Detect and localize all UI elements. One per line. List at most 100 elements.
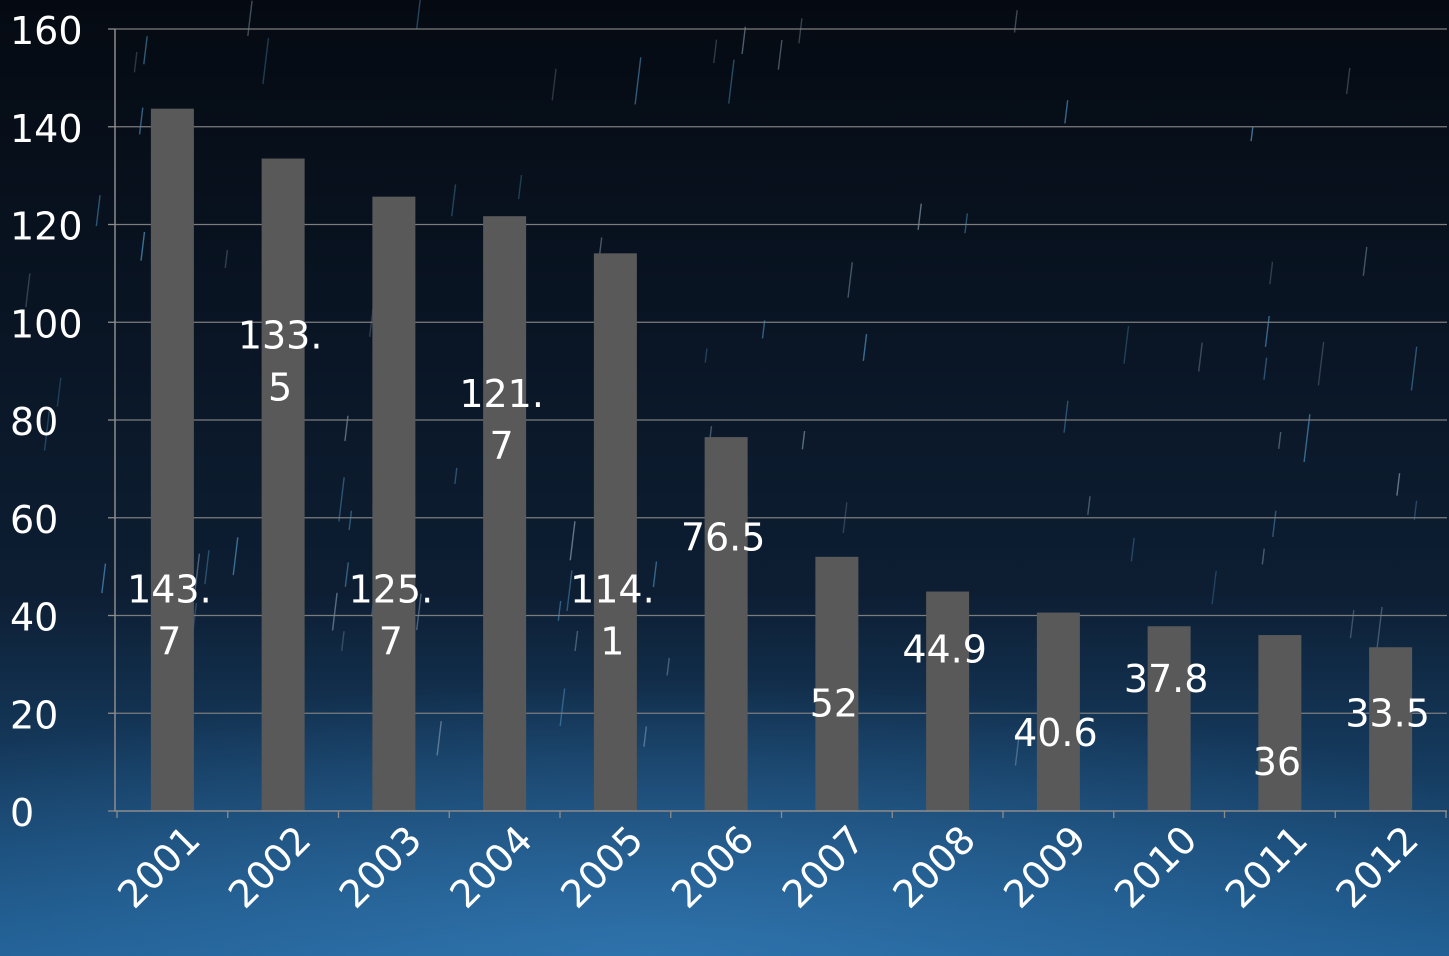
data-label: 143. 7 bbox=[127, 568, 212, 664]
bar bbox=[1258, 635, 1302, 811]
data-label: 52 bbox=[810, 681, 858, 725]
rain-streak bbox=[1063, 400, 1069, 433]
y-tick-label: 100 bbox=[10, 302, 83, 346]
rain-streak bbox=[436, 721, 442, 756]
rain-streak bbox=[551, 68, 557, 101]
data-label: 36 bbox=[1253, 740, 1301, 784]
rain-streak bbox=[1349, 609, 1355, 639]
rain-streak bbox=[862, 333, 868, 361]
rain-streak bbox=[262, 37, 270, 85]
rain-streak bbox=[1064, 100, 1069, 124]
rain-streak bbox=[964, 213, 969, 234]
rain-streak bbox=[348, 510, 353, 531]
rain-streak bbox=[416, 593, 422, 631]
y-tick-label: 120 bbox=[10, 205, 83, 249]
rain-streak bbox=[1211, 570, 1217, 605]
y-tick-label: 160 bbox=[10, 9, 83, 53]
rain-streak bbox=[1130, 537, 1135, 562]
y-tick-label: 20 bbox=[10, 693, 58, 737]
rain-streak bbox=[1250, 126, 1254, 142]
data-label-line: 36 bbox=[1253, 740, 1301, 784]
rain-streak bbox=[451, 184, 457, 217]
rain-streak bbox=[1413, 500, 1418, 521]
rain-streak bbox=[1410, 346, 1418, 391]
bar bbox=[1147, 626, 1191, 811]
data-label-line: 121. bbox=[459, 372, 544, 416]
rain-streak bbox=[101, 563, 107, 594]
data-label: 37.8 bbox=[1124, 657, 1209, 701]
bar bbox=[1036, 612, 1080, 811]
data-label: 44.9 bbox=[902, 628, 987, 672]
data-label-line: 44.9 bbox=[902, 628, 987, 672]
rain-streak bbox=[1272, 510, 1277, 537]
rain-streak bbox=[801, 430, 806, 450]
rain-streak bbox=[232, 537, 239, 576]
rain-streak bbox=[140, 231, 146, 261]
data-label-line: 33.5 bbox=[1345, 691, 1430, 735]
data-label-line: 7 bbox=[157, 620, 181, 664]
rain-streak bbox=[1345, 67, 1351, 94]
rain-streak bbox=[1396, 473, 1401, 496]
data-label-line: 125. bbox=[349, 568, 434, 612]
rain-streak bbox=[666, 657, 670, 676]
rain-streak bbox=[143, 36, 148, 65]
rain-streak bbox=[1264, 315, 1270, 347]
rain-streak bbox=[43, 408, 51, 451]
data-label-line: 37.8 bbox=[1124, 657, 1209, 701]
rain-streak bbox=[1375, 606, 1383, 653]
bar bbox=[1369, 647, 1413, 811]
rain-streak bbox=[1261, 548, 1265, 565]
rain-streak bbox=[25, 273, 31, 308]
rain-streak bbox=[415, 0, 421, 30]
rain-streak bbox=[798, 18, 803, 44]
rain-streak bbox=[340, 631, 345, 652]
bar bbox=[372, 196, 416, 812]
bar bbox=[815, 556, 859, 811]
rain-streak bbox=[1123, 325, 1130, 364]
rain-streak bbox=[133, 51, 138, 73]
rain-streak bbox=[777, 39, 783, 70]
rain-streak bbox=[331, 592, 338, 631]
data-label: 121. 7 bbox=[459, 372, 544, 468]
rain-streak bbox=[224, 250, 229, 269]
bar bbox=[926, 591, 970, 811]
data-label-line: 133. bbox=[238, 313, 323, 357]
rain-streak bbox=[847, 262, 853, 298]
data-label-line: 5 bbox=[268, 365, 292, 409]
bar bbox=[261, 158, 305, 812]
rain-streak bbox=[917, 203, 922, 230]
rain-streak bbox=[138, 107, 144, 135]
rain-streak bbox=[741, 26, 747, 55]
rain-streak bbox=[569, 521, 576, 561]
rain-streak bbox=[517, 174, 523, 200]
rain-streak bbox=[1278, 431, 1282, 449]
rain-streak bbox=[1014, 730, 1021, 766]
rain-streak bbox=[761, 320, 766, 339]
rain-streak bbox=[56, 377, 62, 407]
data-label-line: 7 bbox=[490, 424, 514, 468]
data-label-line: 143. bbox=[127, 568, 212, 612]
rain-streak bbox=[704, 348, 708, 363]
data-label: 76.5 bbox=[681, 515, 766, 559]
data-label-line: 1 bbox=[600, 620, 624, 664]
bar bbox=[150, 108, 194, 811]
data-label: 114. 1 bbox=[570, 568, 655, 664]
y-tick-label: 40 bbox=[10, 596, 58, 640]
rain-streak bbox=[95, 195, 101, 227]
data-label-line: 52 bbox=[810, 681, 858, 725]
rain-streak bbox=[643, 726, 648, 747]
rain-streak bbox=[728, 59, 735, 104]
y-tick-label: 0 bbox=[10, 791, 34, 835]
data-label-line: 114. bbox=[570, 568, 655, 612]
rain-streak bbox=[204, 550, 210, 585]
data-label: 133. 5 bbox=[238, 313, 323, 409]
rain-streak bbox=[344, 562, 349, 587]
rain-streak bbox=[338, 477, 345, 522]
data-label-line: 76.5 bbox=[681, 515, 766, 559]
gridlines: 0 20 40 60 80 100 120 140 160 bbox=[10, 9, 1447, 835]
data-label: 33.5 bbox=[1345, 691, 1430, 735]
data-label: 40.6 bbox=[1013, 711, 1098, 755]
